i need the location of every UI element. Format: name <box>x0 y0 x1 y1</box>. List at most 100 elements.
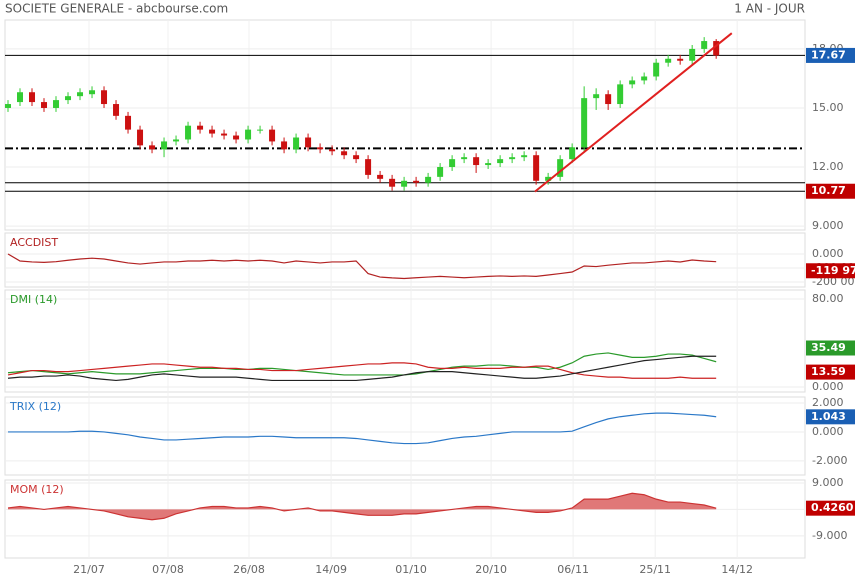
panel-title: TRIX (12) <box>9 400 61 413</box>
y-tick-label: -9.000 <box>812 529 847 542</box>
candle-body <box>65 96 72 101</box>
candle-body <box>533 155 540 181</box>
x-tick-label: 26/08 <box>233 563 265 576</box>
trend-line <box>534 32 733 193</box>
series-line <box>7 352 717 376</box>
y-tick-label: 80.00 <box>812 292 844 305</box>
candle-body <box>257 129 264 131</box>
candle-body <box>473 157 480 166</box>
candle-body <box>197 125 204 130</box>
y-tick-label: 0.000 <box>812 425 844 438</box>
panel-frame <box>4 289 806 393</box>
candle-body <box>425 176 432 183</box>
header-title: SOCIETE GENERALE - abcbourse.com <box>5 2 228 16</box>
candle-body <box>53 100 60 108</box>
panel-frame <box>4 396 806 476</box>
candle-body <box>665 58 672 63</box>
candle-body <box>341 151 348 156</box>
candle-body <box>365 159 372 175</box>
candle-body <box>629 80 636 85</box>
panel-title: ACCDIST <box>10 236 58 249</box>
value-box-label: 13.59 <box>811 365 846 378</box>
panel-title: MOM (12) <box>10 483 64 496</box>
candle-body <box>29 92 36 103</box>
candle-body <box>413 180 420 183</box>
candle-body <box>5 104 12 108</box>
candle-body <box>185 125 192 140</box>
candle-body <box>713 41 720 56</box>
candle-body <box>137 129 144 146</box>
y-tick-label: 0.000 <box>812 380 844 393</box>
value-box <box>806 409 855 425</box>
candle-body <box>353 155 360 160</box>
candle-body <box>569 147 576 160</box>
x-tick-label: 06/11 <box>557 563 589 576</box>
candle-body <box>329 149 336 152</box>
panel-frame <box>4 232 806 288</box>
header-period: 1 AN - JOUR <box>734 2 805 16</box>
candle-body <box>437 167 444 177</box>
value-box-label: 1.043 <box>811 410 846 423</box>
value-box-label: 0.4260 <box>811 501 854 514</box>
candle-body <box>617 84 624 105</box>
series-line <box>7 355 717 382</box>
candle-body <box>293 137 300 150</box>
x-tick-label: 20/10 <box>475 563 507 576</box>
candle-body <box>593 94 600 99</box>
candle-body <box>245 129 252 140</box>
candle-body <box>461 157 468 160</box>
candle-body <box>161 141 168 150</box>
candle-body <box>125 115 132 130</box>
y-tick-label: 2.000 <box>812 396 844 409</box>
value-box <box>806 47 855 63</box>
candle-body <box>41 102 48 108</box>
area-fill <box>8 493 717 520</box>
candle-body <box>269 129 276 142</box>
x-tick-label: 25/11 <box>639 563 671 576</box>
candle-body <box>305 137 312 148</box>
candle-body <box>233 135 240 140</box>
y-tick-label: 12.00 <box>812 160 844 173</box>
candle-body <box>485 163 492 166</box>
candle-body <box>17 92 24 103</box>
series-line <box>8 412 717 445</box>
series-line <box>7 362 717 379</box>
value-box-label: 35.49 <box>811 341 846 354</box>
y-tick-label: 9.000 <box>812 476 844 489</box>
value-box <box>806 183 855 199</box>
candle-body <box>689 48 696 61</box>
candle-body <box>209 129 216 134</box>
y-tick-label: -2.000 <box>812 454 847 467</box>
candle-body <box>317 147 324 150</box>
candle-body <box>557 159 564 177</box>
candle-body <box>581 98 588 148</box>
value-box-label: 10.77 <box>811 184 846 197</box>
candle-body <box>281 141 288 150</box>
y-tick-label: 0.000 <box>812 247 844 260</box>
candle-body <box>449 159 456 168</box>
candle-body <box>605 94 612 105</box>
candle-body <box>113 104 120 116</box>
candle-body <box>377 174 384 179</box>
candle-body <box>89 90 96 95</box>
candle-body <box>701 41 708 49</box>
panel-title: DMI (14) <box>10 293 57 306</box>
candle-body <box>401 180 408 187</box>
x-tick-label: 14/12 <box>721 563 753 576</box>
x-tick-label: 21/07 <box>73 563 105 576</box>
value-box-label: 17.67 <box>811 48 846 61</box>
x-tick-label: 01/10 <box>395 563 427 576</box>
panel-frame <box>4 19 806 231</box>
x-tick-label: 07/08 <box>152 563 184 576</box>
y-tick-label: 15.00 <box>812 101 844 114</box>
value-box <box>806 364 855 380</box>
candle-body <box>77 92 84 97</box>
candle-body <box>221 133 228 136</box>
value-box <box>806 263 855 279</box>
series-line <box>7 492 717 521</box>
y-tick-label: 9.000 <box>812 219 844 232</box>
candle-body <box>509 157 516 160</box>
candle-body <box>521 155 528 158</box>
